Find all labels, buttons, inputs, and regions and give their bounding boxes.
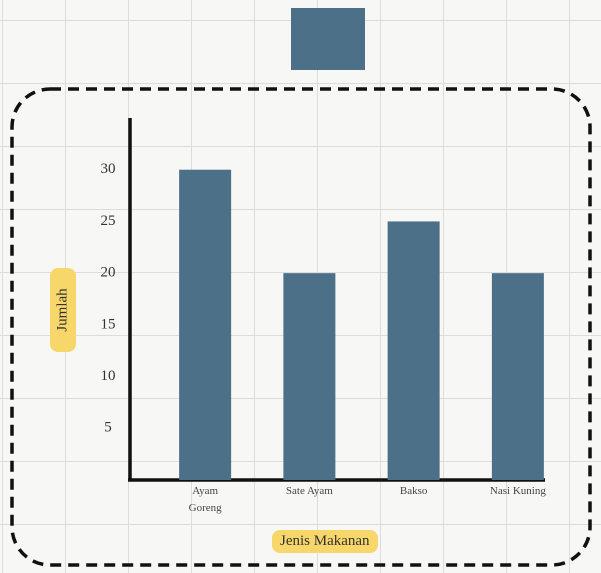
x-tick-label: Sate Ayam: [285, 485, 333, 497]
x-tick-label: Bakso: [399, 485, 428, 497]
frame: [10, 87, 592, 567]
y-tick-label: 20: [101, 265, 116, 281]
x-axis-label: Jenis Makanan: [272, 530, 378, 553]
bar: [387, 221, 440, 480]
x-tick-label: Ayam Goreng: [188, 485, 222, 514]
bar: [283, 273, 336, 480]
bar: [491, 273, 544, 480]
legend-swatch: [291, 8, 365, 70]
y-tick-label: 5: [104, 420, 112, 436]
bar: [179, 169, 232, 480]
y-tick-label: 25: [101, 213, 116, 229]
y-label-pill: Jumlah: [50, 268, 76, 352]
y-tick-label: 15: [101, 316, 116, 332]
y-tick-label: 30: [101, 161, 116, 177]
y-axis-label: Jumlah: [54, 288, 71, 332]
y-tick-label: 10: [101, 368, 116, 384]
x-tick-label: Nasi Kuning: [489, 485, 546, 497]
